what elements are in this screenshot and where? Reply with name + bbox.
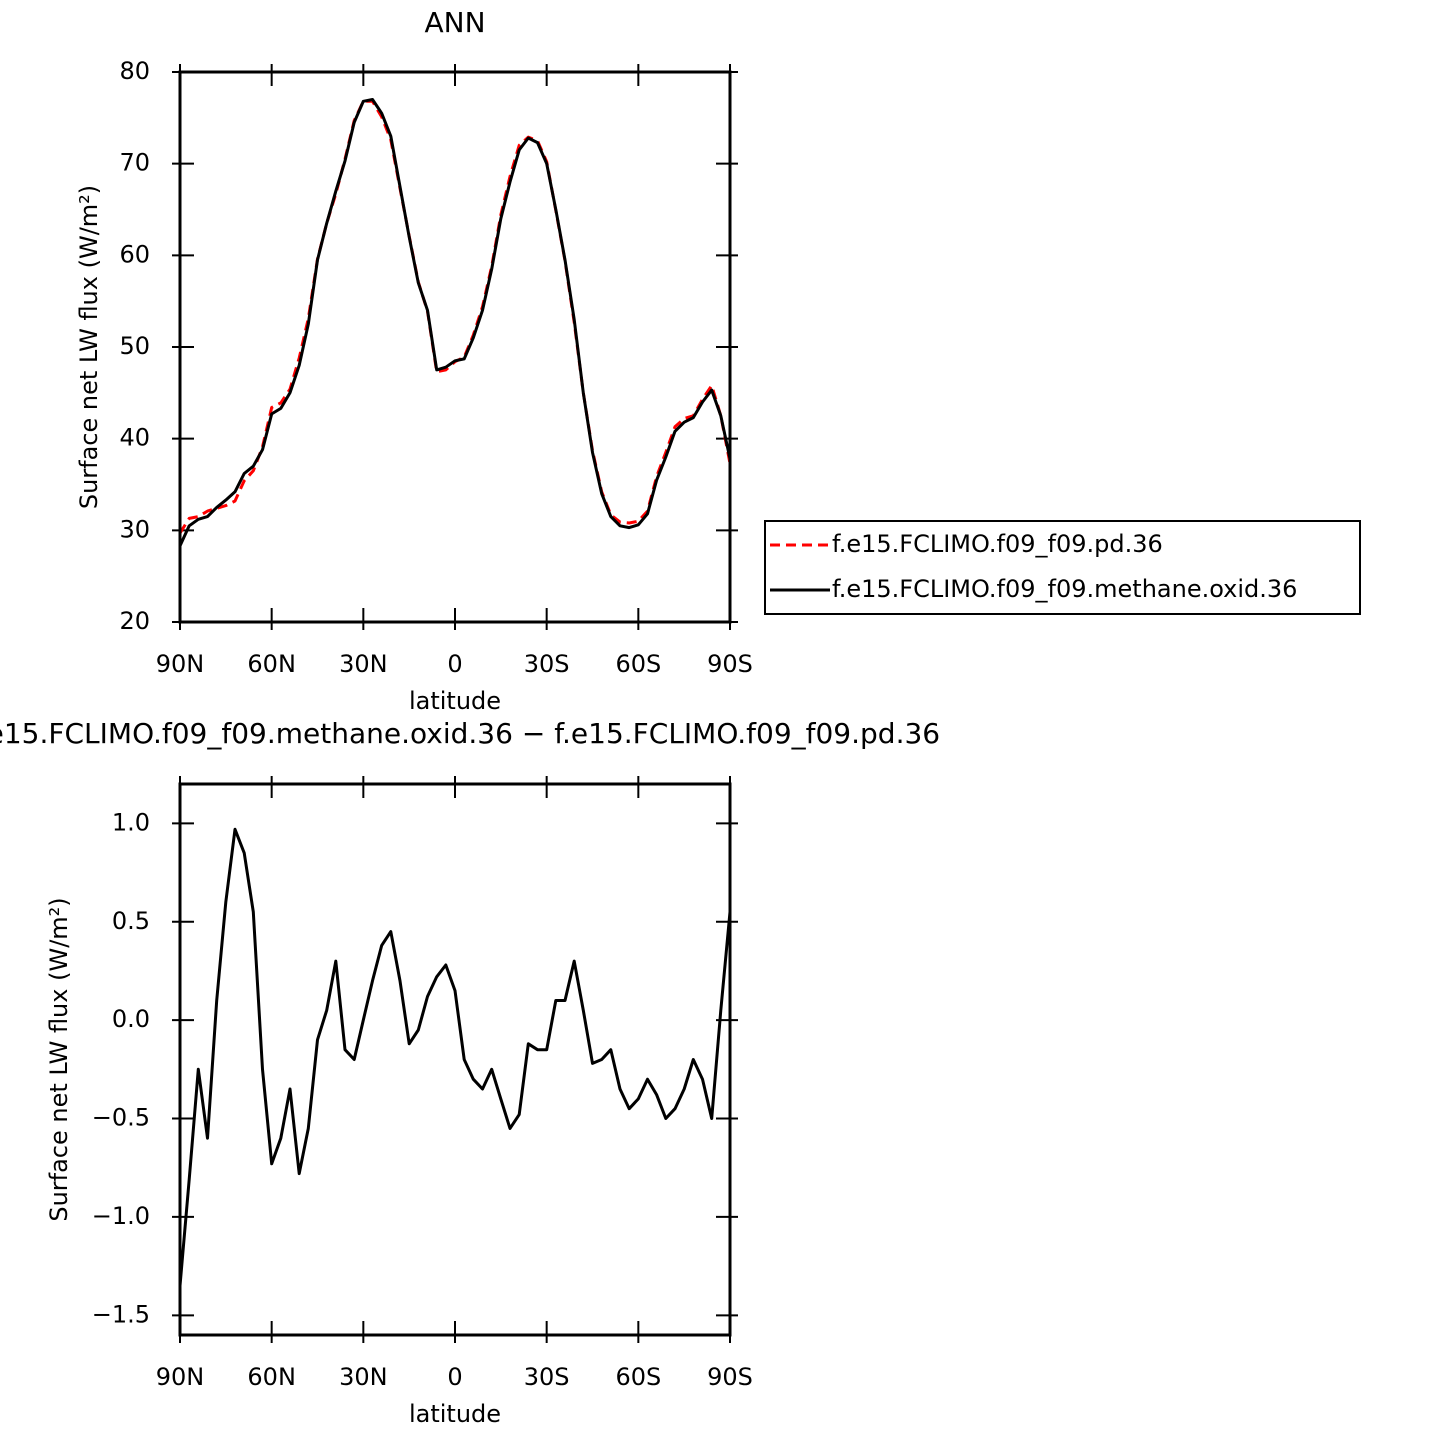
y-tick-label: 0.5 bbox=[112, 907, 150, 935]
y-tick-label: 0.0 bbox=[112, 1005, 150, 1033]
y-tick-label: 40 bbox=[119, 424, 150, 452]
data-line bbox=[178, 827, 732, 1286]
x-tick-label: 90N bbox=[156, 1363, 205, 1391]
x-axis-label: latitude bbox=[409, 1400, 501, 1428]
x-tick-label: 30S bbox=[524, 1363, 570, 1391]
series-line bbox=[178, 98, 732, 547]
y-tick-label: 70 bbox=[119, 149, 150, 177]
y-axis-label: Surface net LW flux (W/m²) bbox=[75, 185, 103, 509]
y-tick-label: 50 bbox=[119, 332, 150, 360]
legend-label: f.e15.FCLIMO.f09_f09.methane.oxid.36 bbox=[832, 575, 1297, 603]
x-tick-label: 30S bbox=[524, 650, 570, 678]
y-tick-label: 80 bbox=[119, 57, 150, 85]
legend-box bbox=[764, 520, 1361, 615]
x-tick-label: 30N bbox=[339, 1363, 388, 1391]
x-tick-label: 90N bbox=[156, 650, 205, 678]
x-tick-label: 0 bbox=[447, 1363, 462, 1391]
y-axis-label: Surface net LW flux (W/m²) bbox=[45, 897, 73, 1221]
legend-label: f.e15.FCLIMO.f09_f09.pd.36 bbox=[832, 530, 1163, 558]
y-tick-label: −1.0 bbox=[92, 1202, 150, 1230]
plot-frame bbox=[178, 782, 732, 1337]
x-axis-label: latitude bbox=[409, 687, 501, 715]
y-tick-label: 20 bbox=[119, 607, 150, 635]
y-tick-label: 60 bbox=[119, 240, 150, 268]
chart-title: ANN bbox=[424, 6, 485, 39]
x-tick-label: 30N bbox=[339, 650, 388, 678]
x-tick-label: 60S bbox=[615, 1363, 661, 1391]
x-tick-label: 90S bbox=[707, 1363, 753, 1391]
x-tick-label: 60N bbox=[247, 1363, 296, 1391]
chart-title: f.e15.FCLIMO.f09_f09.methane.oxid.36 − f… bbox=[0, 717, 940, 750]
x-tick-label: 90S bbox=[707, 650, 753, 678]
y-tick-label: −0.5 bbox=[92, 1104, 150, 1132]
x-tick-label: 0 bbox=[447, 650, 462, 678]
y-tick-label: 1.0 bbox=[112, 808, 150, 836]
series-line bbox=[178, 99, 732, 534]
y-tick-label: −1.5 bbox=[92, 1300, 150, 1328]
x-tick-label: 60S bbox=[615, 650, 661, 678]
plot-frame bbox=[178, 70, 732, 624]
x-tick-label: 60N bbox=[247, 650, 296, 678]
y-tick-label: 30 bbox=[119, 515, 150, 543]
